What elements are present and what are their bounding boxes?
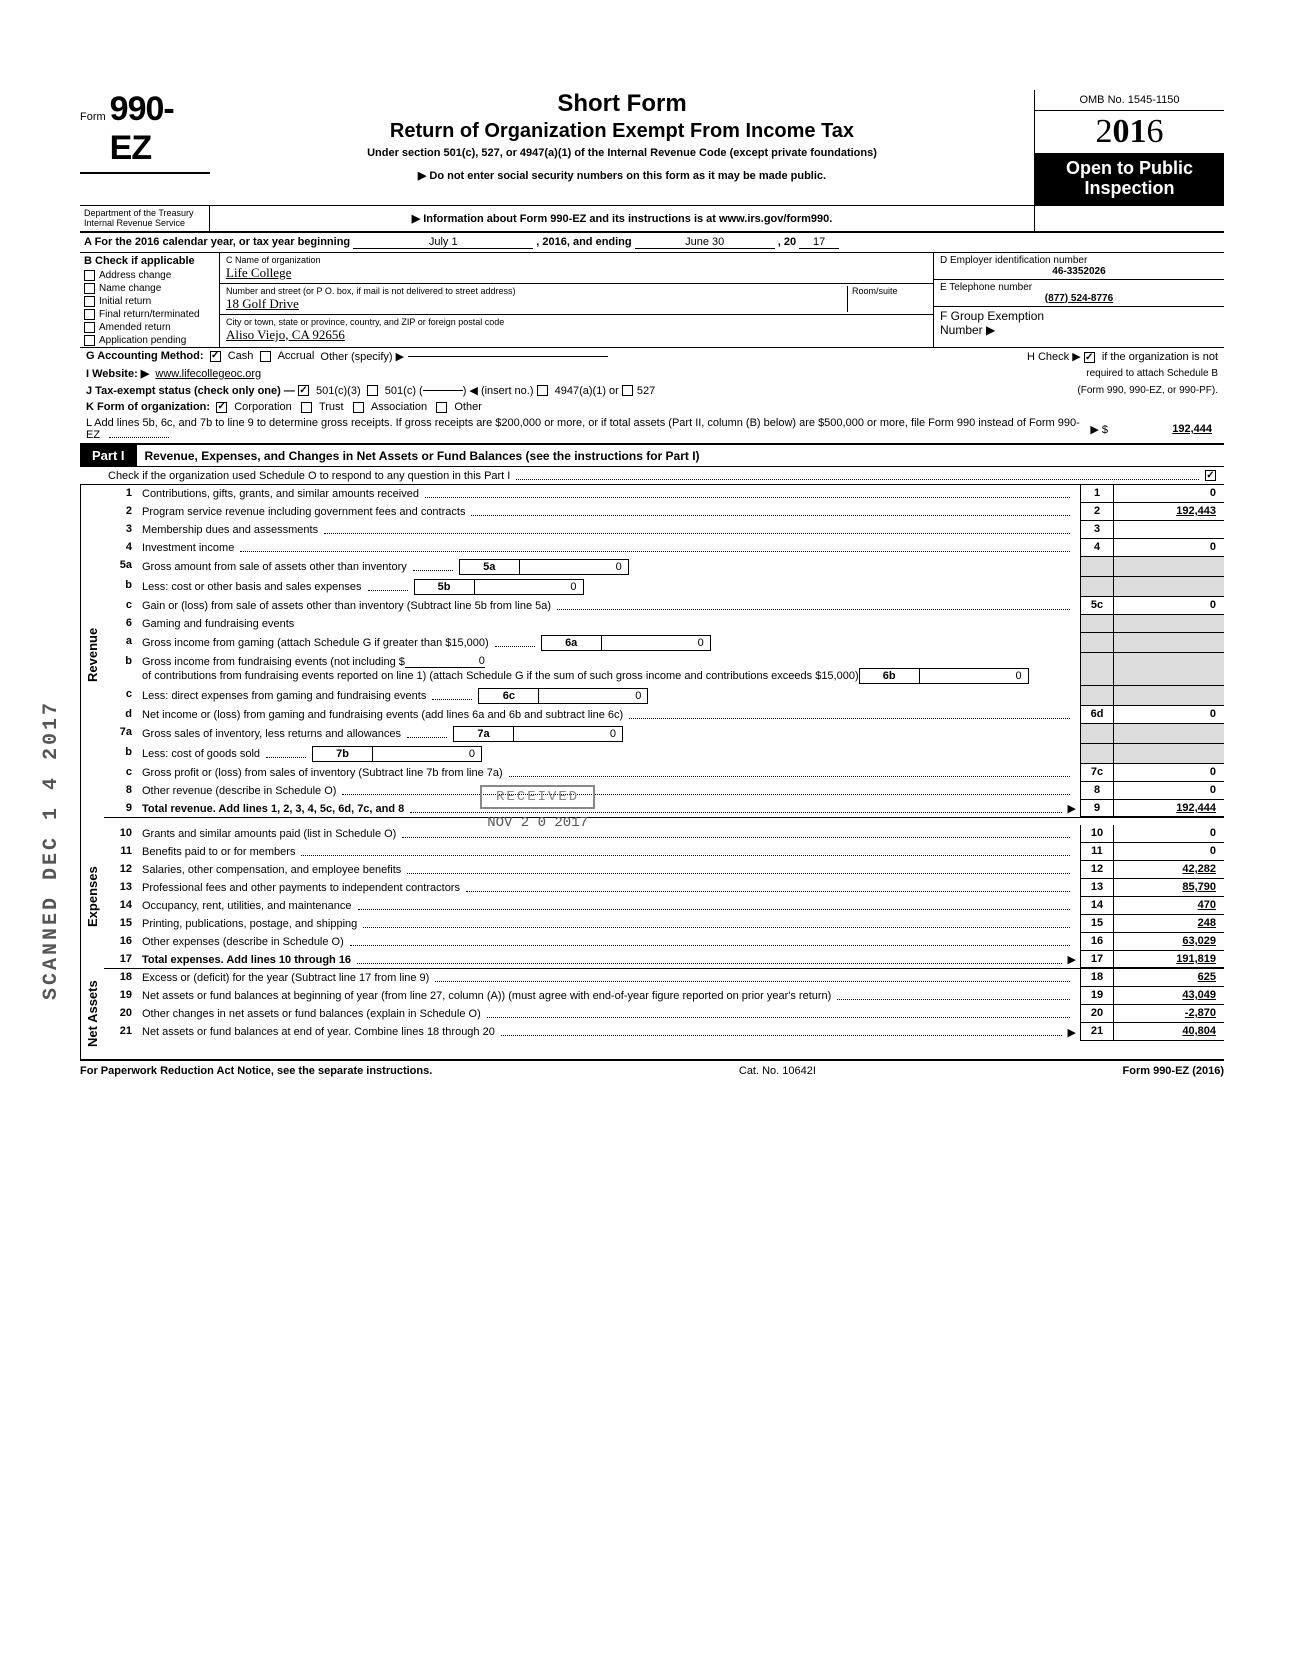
omb-number: OMB No. 1545-1150: [1035, 90, 1224, 111]
chk-cash[interactable]: ✓: [210, 351, 221, 362]
form-prefix: Form: [80, 111, 106, 123]
chk-amended-return[interactable]: [84, 322, 95, 333]
gross-receipts-amount: 192,444: [1108, 421, 1218, 437]
return-title: Return of Organization Exempt From Incom…: [230, 120, 1014, 143]
chk-trust[interactable]: [301, 402, 312, 413]
org-info-block: B Check if applicable Address change Nam…: [80, 253, 1224, 348]
check-if-applicable-header: B Check if applicable: [80, 253, 219, 269]
received-stamp: RECEIVED NOV 2 0 2017: [480, 785, 595, 831]
schedule-o-check-line: Check if the organization used Schedule …: [104, 467, 1224, 484]
chk-501c[interactable]: [367, 385, 378, 396]
chk-final-return[interactable]: [84, 309, 95, 320]
part-1-table: Revenue 1Contributions, gifts, grants, a…: [80, 485, 1224, 1061]
chk-4947[interactable]: [537, 385, 548, 396]
row-g-accounting: G Accounting Method: ✓ Cash Accrual Othe…: [80, 348, 1224, 366]
group-exemption-number: Number ▶: [940, 323, 1218, 337]
net-assets-side-label: Net Assets: [80, 969, 104, 1059]
open-to-public: Open to PublicInspection: [1035, 153, 1224, 205]
telephone-label: E Telephone number: [940, 282, 1218, 293]
row-l-gross-receipts: L Add lines 5b, 6c, and 7b to line 9 to …: [80, 415, 1224, 445]
group-exemption-label: F Group Exemption: [940, 309, 1218, 323]
short-form-title: Short Form: [230, 90, 1014, 118]
row-i-website: I Website: ▶ www.lifecollegeoc.org requi…: [80, 365, 1224, 382]
room-label: Room/suite: [852, 286, 927, 296]
part-1-header: Part I Revenue, Expenses, and Changes in…: [80, 445, 1224, 467]
form-header: Form 990-EZ Short Form Return of Organiz…: [80, 90, 1224, 205]
chk-accrual[interactable]: [260, 351, 271, 362]
form-number: 990-EZ: [110, 90, 210, 168]
row-a-tax-year: A For the 2016 calendar year, or tax yea…: [80, 233, 1224, 253]
row-h-schedule-b: H Check ▶ ✓ if the organization is not: [1027, 350, 1218, 364]
chk-527[interactable]: [622, 385, 633, 396]
chk-application-pending[interactable]: [84, 335, 95, 346]
street-value: 18 Golf Drive: [226, 296, 847, 312]
org-name-label: C Name of organization: [226, 255, 927, 265]
chk-corporation[interactable]: ✓: [216, 402, 227, 413]
chk-association[interactable]: [353, 402, 364, 413]
row-j-tax-exempt: J Tax-exempt status (check only one) — ✓…: [80, 382, 1224, 399]
revenue-side-label: Revenue: [80, 485, 104, 825]
chk-schedule-b[interactable]: ✓: [1084, 352, 1095, 363]
chk-initial-return[interactable]: [84, 296, 95, 307]
city-label: City or town, state or province, country…: [226, 317, 927, 327]
info-link: ▶ Information about Form 990-EZ and its …: [210, 206, 1034, 231]
ein-value: 46-3352026: [940, 266, 1218, 277]
subtitle: Under section 501(c), 527, or 4947(a)(1)…: [230, 147, 1014, 159]
public-notice: ▶ Do not enter social security numbers o…: [230, 169, 1014, 182]
chk-address-change[interactable]: [84, 270, 95, 281]
scanned-stamp: SCANNED DEC 1 4 2017: [40, 700, 63, 1000]
chk-501c3[interactable]: ✓: [298, 385, 309, 396]
chk-schedule-o[interactable]: ✓: [1205, 470, 1216, 481]
ein-label: D Employer identification number: [940, 255, 1218, 266]
tax-year: 2016: [1035, 111, 1224, 153]
department-label: Department of the TreasuryInternal Reven…: [80, 206, 210, 231]
telephone-value: (877) 524-8776: [940, 293, 1218, 304]
city-value: Aliso Viejo, CA 92656: [226, 327, 927, 343]
chk-name-change[interactable]: [84, 283, 95, 294]
website-value: www.lifecollegeoc.org: [155, 368, 261, 380]
page-footer: For Paperwork Reduction Act Notice, see …: [80, 1061, 1224, 1077]
org-name-value: Life College: [226, 265, 927, 281]
chk-other-org[interactable]: [436, 402, 447, 413]
row-k-form-org: K Form of organization: ✓ Corporation Tr…: [80, 399, 1224, 415]
expenses-side-label: Expenses: [80, 825, 104, 969]
street-label: Number and street (or P O. box, if mail …: [226, 286, 847, 296]
